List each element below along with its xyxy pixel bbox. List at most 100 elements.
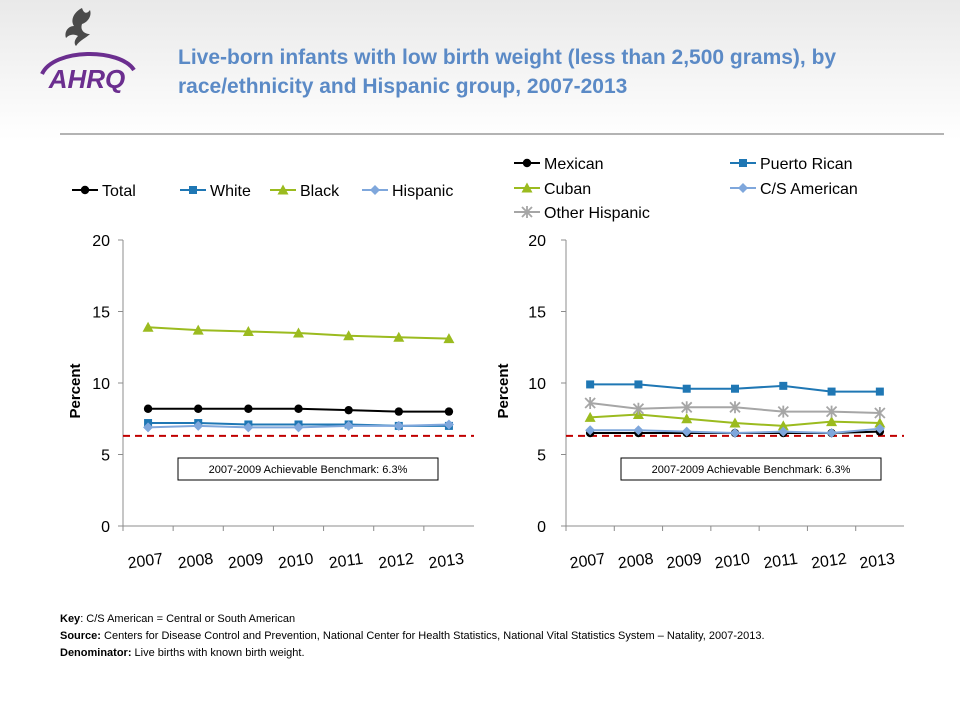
chart1-data-point [142, 321, 154, 332]
chart2-legend-marker [738, 183, 748, 193]
chart1-x-tick-label: 2007 [127, 551, 165, 573]
chart2-data-point [681, 401, 693, 414]
source-note: Source: Centers for Disease Control and … [60, 628, 900, 645]
page-title: Live-born infants with low birth weight … [178, 46, 837, 98]
chart2-data-point [729, 417, 741, 428]
chart2-y-tick-label: 0 [537, 519, 546, 536]
chart1-legend-label: Hispanic [392, 183, 453, 200]
chart2-x-tick-label: 2012 [810, 551, 848, 573]
chart1-legend-label: Total [102, 183, 136, 200]
chart2-data-point [729, 401, 741, 414]
chart1-y-tick-label: 20 [92, 233, 110, 250]
chart2-data-point [826, 416, 838, 427]
denominator-label: Denominator: [60, 647, 132, 659]
chart2-data-point [632, 402, 645, 415]
chart2-y-tick-label: 5 [537, 448, 546, 465]
chart1-data-point [194, 404, 203, 413]
chart1-x-tick-label: 2009 [227, 551, 265, 573]
denominator-note: Denominator: Live births with known birt… [60, 645, 900, 662]
chart1-x-tick-label: 2010 [277, 551, 315, 573]
chart2-benchmark-box [620, 457, 882, 481]
chart1-data-point [444, 407, 454, 416]
chart2-data-point [874, 417, 886, 428]
chart1-benchmark-label: 2007-2009 Achievable Benchmark: 6.3% [209, 464, 408, 476]
footer-notes: Key: C/S American = Central or South Ame… [60, 611, 900, 662]
chart1-data-point [293, 327, 304, 338]
chart1-x-tick-label: 2011 [328, 551, 365, 573]
chart1-data-point [244, 404, 253, 413]
chart1-y-tick-label: 0 [101, 519, 110, 536]
chart2-y-axis-label: Percent [495, 363, 512, 418]
chart2-legend-label: C/S American [760, 181, 858, 198]
chart1-data-point [193, 420, 204, 431]
key-label: Key [60, 613, 81, 625]
chart2-x-tick-label: 2008 [617, 551, 655, 573]
chart2-data-point [585, 425, 596, 436]
chart1-x-tick-label: 2012 [377, 551, 415, 573]
chart2-x-tick-label: 2010 [714, 551, 752, 573]
chart1-benchmark-box [177, 457, 439, 481]
chart2-legend-marker [739, 159, 747, 167]
chart2-data-point [584, 411, 596, 422]
chart2-x-tick-label: 2011 [762, 551, 799, 573]
chart2-y-tick-label: 10 [528, 376, 546, 393]
chart1-legend-marker [80, 185, 90, 195]
chart1-data-point [343, 420, 354, 431]
chart2-y-tick-label: 15 [528, 305, 546, 322]
chart1-data-point [443, 419, 454, 430]
chart2-legend-label: Mexican [544, 156, 604, 173]
chart1-data-point [393, 420, 404, 431]
chart2-data-point [778, 426, 789, 437]
chart2-data-point [874, 407, 886, 420]
chart2-legend-label: Other Hispanic [544, 205, 650, 222]
chart2-x-tick-label: 2009 [665, 551, 703, 573]
chart1-data-point [394, 407, 403, 416]
chart1-data-point [443, 333, 455, 344]
chart2-data-point [827, 387, 836, 396]
chart2-legend-label: Puerto Rican [760, 156, 853, 173]
chart2-legend-label: Cuban [544, 181, 591, 198]
ahrq-logo-text: AHRQ [48, 64, 126, 94]
denominator-text: Live births with known birth weight. [131, 647, 305, 659]
title-divider [60, 133, 944, 135]
key-text: : C/S American = Central or South Americ… [80, 613, 296, 625]
chart2-benchmark-label: 2007-2009 Achievable Benchmark: 6.3% [652, 464, 851, 476]
chart2-data-point [633, 425, 644, 436]
chart1-data-point [143, 404, 153, 413]
chart1-data-point [143, 422, 154, 433]
chart2-data-point [586, 380, 595, 389]
key-note: Key: C/S American = Central or South Ame… [60, 611, 900, 628]
chart2-data-point [777, 405, 789, 418]
chart2-x-tick-label: 2013 [858, 551, 896, 573]
chart2-legend-marker [521, 206, 533, 218]
chart2-y-tick-label: 20 [528, 233, 546, 250]
chart1-legend-marker [277, 184, 289, 195]
chart2-data-point [826, 428, 837, 439]
chart2-data-point [731, 384, 739, 393]
chart1-data-point [242, 326, 254, 337]
chart2-legend-marker [521, 182, 533, 193]
chart1-legend-label: Black [300, 183, 340, 200]
charts-canvas: 0 5 10 15 20 2007 2008 2009 2010 2011 2012 2013 Perc… [67, 156, 904, 573]
chart2-data-point [634, 380, 643, 389]
chart2-data-point [777, 420, 789, 431]
source-label: Source: [60, 630, 101, 642]
chart2-data-point [779, 381, 788, 390]
source-text: Centers for Disease Control and Preventi… [100, 630, 765, 642]
chart2-data-point [875, 387, 884, 396]
chart1-legend-marker [189, 186, 197, 194]
chart1-legend-label: White [210, 183, 251, 200]
chart1-data-point [344, 405, 353, 415]
chart1-x-tick-label: 2008 [177, 551, 215, 573]
chart1-y-tick-label: 5 [101, 448, 110, 465]
chart1-y-tick-label: 15 [92, 305, 110, 322]
chart2-data-point [730, 428, 740, 439]
chart1-data-point [192, 324, 204, 335]
chart2-data-point [825, 405, 838, 418]
ahrq-logo: AHRQ [40, 52, 136, 94]
chart1-x-tick-label: 2013 [427, 551, 465, 573]
chart1-data-point [293, 422, 304, 433]
chart2-data-point [681, 413, 693, 424]
chart2-data-point [874, 423, 885, 434]
chart2-data-point [584, 397, 596, 410]
